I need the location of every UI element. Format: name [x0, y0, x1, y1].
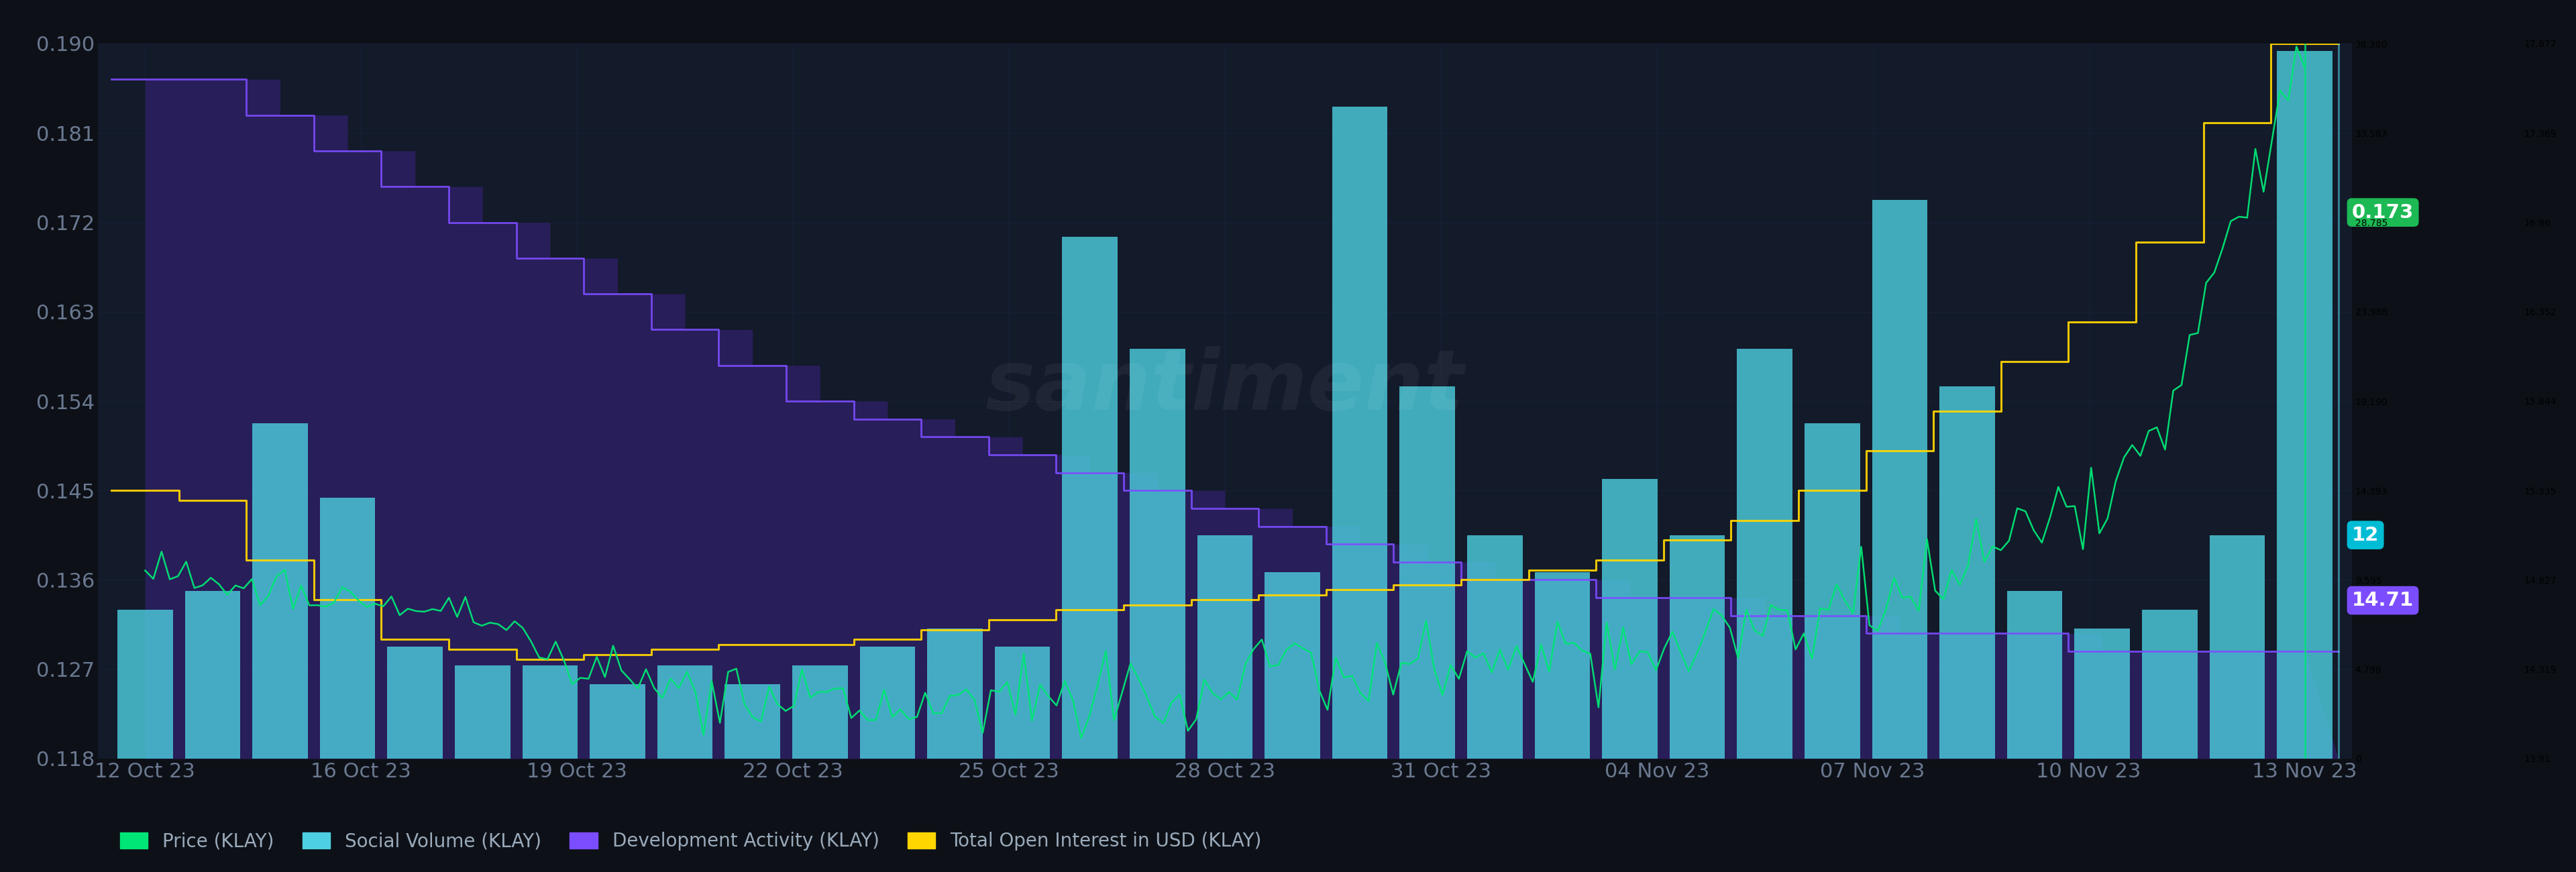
Text: santiment: santiment: [987, 346, 1463, 427]
Bar: [1736, 349, 1793, 759]
Bar: [1873, 200, 1927, 759]
Bar: [1468, 535, 1522, 759]
Bar: [724, 685, 781, 759]
Bar: [185, 591, 240, 759]
Legend: Price (KLAY), Social Volume (KLAY), Development Activity (KLAY), Total Open Inte: Price (KLAY), Social Volume (KLAY), Deve…: [113, 825, 1270, 858]
Text: 12: 12: [2352, 526, 2380, 544]
Bar: [994, 647, 1051, 759]
Text: 14.71: 14.71: [2352, 591, 2414, 610]
Bar: [1131, 349, 1185, 759]
Bar: [860, 647, 914, 759]
Bar: [657, 665, 714, 759]
Bar: [1399, 386, 1455, 759]
Text: 0.173: 0.173: [2352, 203, 2414, 221]
Bar: [252, 423, 307, 759]
Bar: [1940, 386, 1994, 759]
Bar: [118, 610, 173, 759]
Bar: [927, 628, 981, 759]
Bar: [2143, 610, 2197, 759]
Bar: [523, 665, 577, 759]
Bar: [793, 665, 848, 759]
Bar: [2007, 591, 2063, 759]
Bar: [1198, 535, 1252, 759]
Bar: [1061, 237, 1118, 759]
Bar: [1602, 480, 1656, 759]
Bar: [1535, 572, 1589, 759]
Bar: [1806, 423, 1860, 759]
Bar: [319, 498, 376, 759]
Bar: [1265, 572, 1319, 759]
Bar: [590, 685, 644, 759]
Bar: [1332, 106, 1388, 759]
Bar: [1669, 535, 1726, 759]
Bar: [2277, 51, 2331, 759]
Bar: [2074, 628, 2130, 759]
Bar: [456, 665, 510, 759]
Bar: [2210, 535, 2264, 759]
Bar: [386, 647, 443, 759]
